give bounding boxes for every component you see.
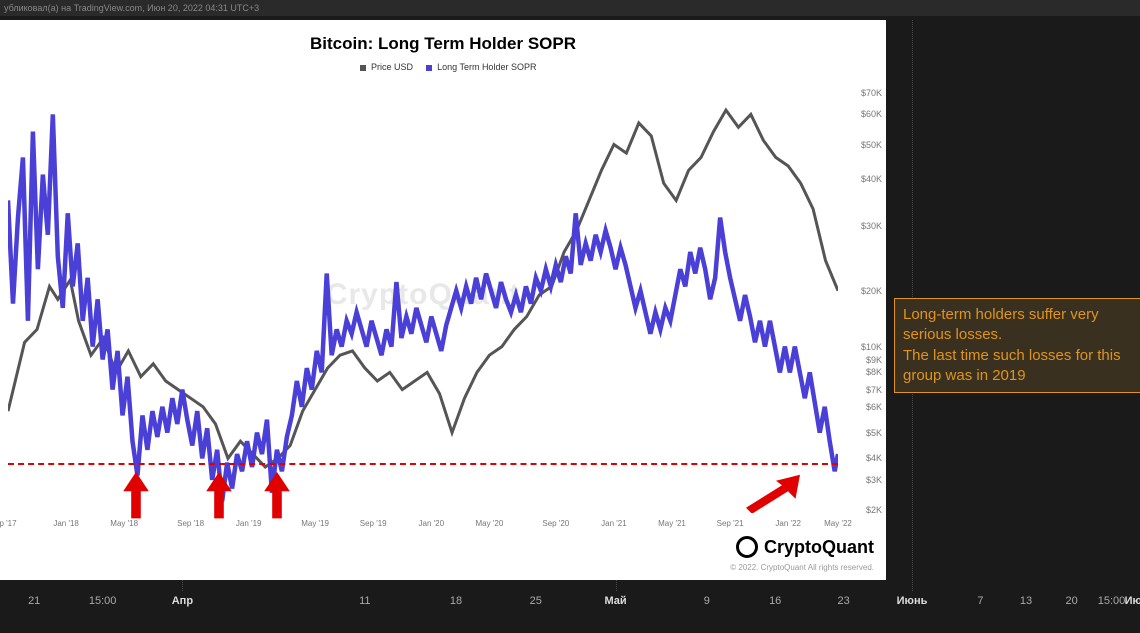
x-tick-label: Sep '19 [360,519,387,528]
legend-swatch-sopr [426,65,432,71]
y-tick-label: $60K [861,109,882,119]
x-tick-label: May '19 [301,519,329,528]
annotation-arrow [203,471,235,521]
time-axis-tick: Май [605,595,627,607]
chart-legend: Price USD Long Term Holder SOPR [0,62,886,72]
time-axis-tick: 13 [1020,595,1032,607]
legend-label-sopr: Long Term Holder SOPR [437,62,536,72]
y-tick-label: $50K [861,140,882,150]
x-tick-label: Jan '19 [236,519,262,528]
x-tick-label: Jan '22 [775,519,801,528]
chart-title: Bitcoin: Long Term Holder SOPR [0,34,886,54]
legend-swatch-price [360,65,366,71]
y-tick-label: $6K [866,402,882,412]
x-tick-label: Jan '20 [419,519,445,528]
x-tick-label: Jan '18 [53,519,79,528]
sopr-series [8,114,838,501]
y-tick-label: $7K [866,385,882,395]
outer-time-axis: 2115:00Апр111825Май91623Июнь7132015:00Ию… [0,591,1140,619]
time-axis-tick: Апр [172,595,193,607]
y-tick-label: $3K [866,475,882,485]
x-tick-label: May '21 [658,519,686,528]
reference-line [8,463,838,465]
x-tick-label: May '20 [476,519,504,528]
y-tick-label: $40K [861,174,882,184]
chart-container: Bitcoin: Long Term Holder SOPR Price USD… [0,20,886,580]
annotation-arrow [261,471,293,521]
y-tick-label: $9K [866,355,882,365]
x-tick-label: Sep '18 [177,519,204,528]
top-bar-text: убликовал(а) на TradingView.com, Июн 20,… [4,3,259,13]
top-bar: убликовал(а) на TradingView.com, Июн 20,… [0,0,1140,16]
time-axis-tick: 7 [977,595,983,607]
time-axis-tick: 9 [704,595,710,607]
y-tick-label: $2K [866,505,882,515]
time-axis-tick: Июнь [897,595,928,607]
time-axis-tick: 15:00 [89,595,117,607]
x-tick-label: Jan '21 [601,519,627,528]
legend-label-price: Price USD [371,62,413,72]
x-tick-label: May '22 [824,519,852,528]
y-tick-label: $10K [861,342,882,352]
time-axis-tick: 18 [450,595,462,607]
brand: CryptoQuant [736,536,874,558]
time-axis-tick: 20 [1065,595,1077,607]
time-axis-tick: 16 [769,595,781,607]
annotation-arrow [120,471,152,521]
y-tick-label: $4K [866,453,882,463]
time-axis-tick: 23 [837,595,849,607]
annotation-arrow [743,471,803,513]
copyright: © 2022. CryptoQuant All rights reserved. [730,563,874,572]
y-tick-label: $20K [861,286,882,296]
time-axis-tick: 25 [530,595,542,607]
x-tick-label: Sep '21 [717,519,744,528]
plot-area[interactable]: CryptoQuant $70K$60K$50K$40K$30K$20K$10K… [8,80,838,510]
y-tick-label: $30K [861,221,882,231]
x-tick-label: Sep '20 [542,519,569,528]
y-tick-label: $5K [866,428,882,438]
time-axis-tick: 15:00 [1098,595,1126,607]
chart-svg [8,80,838,510]
time-axis-tick: 11 [359,595,370,607]
brand-icon [736,536,758,558]
annotation-box: Long-term holders suffer very serious lo… [894,298,1140,393]
brand-label: CryptoQuant [764,537,874,558]
y-tick-label: $8K [866,367,882,377]
time-axis-tick: 21 [28,595,40,607]
y-tick-label: $70K [861,88,882,98]
x-tick-label: p '17 [0,519,17,528]
time-axis-tick: Июл [1125,595,1140,607]
